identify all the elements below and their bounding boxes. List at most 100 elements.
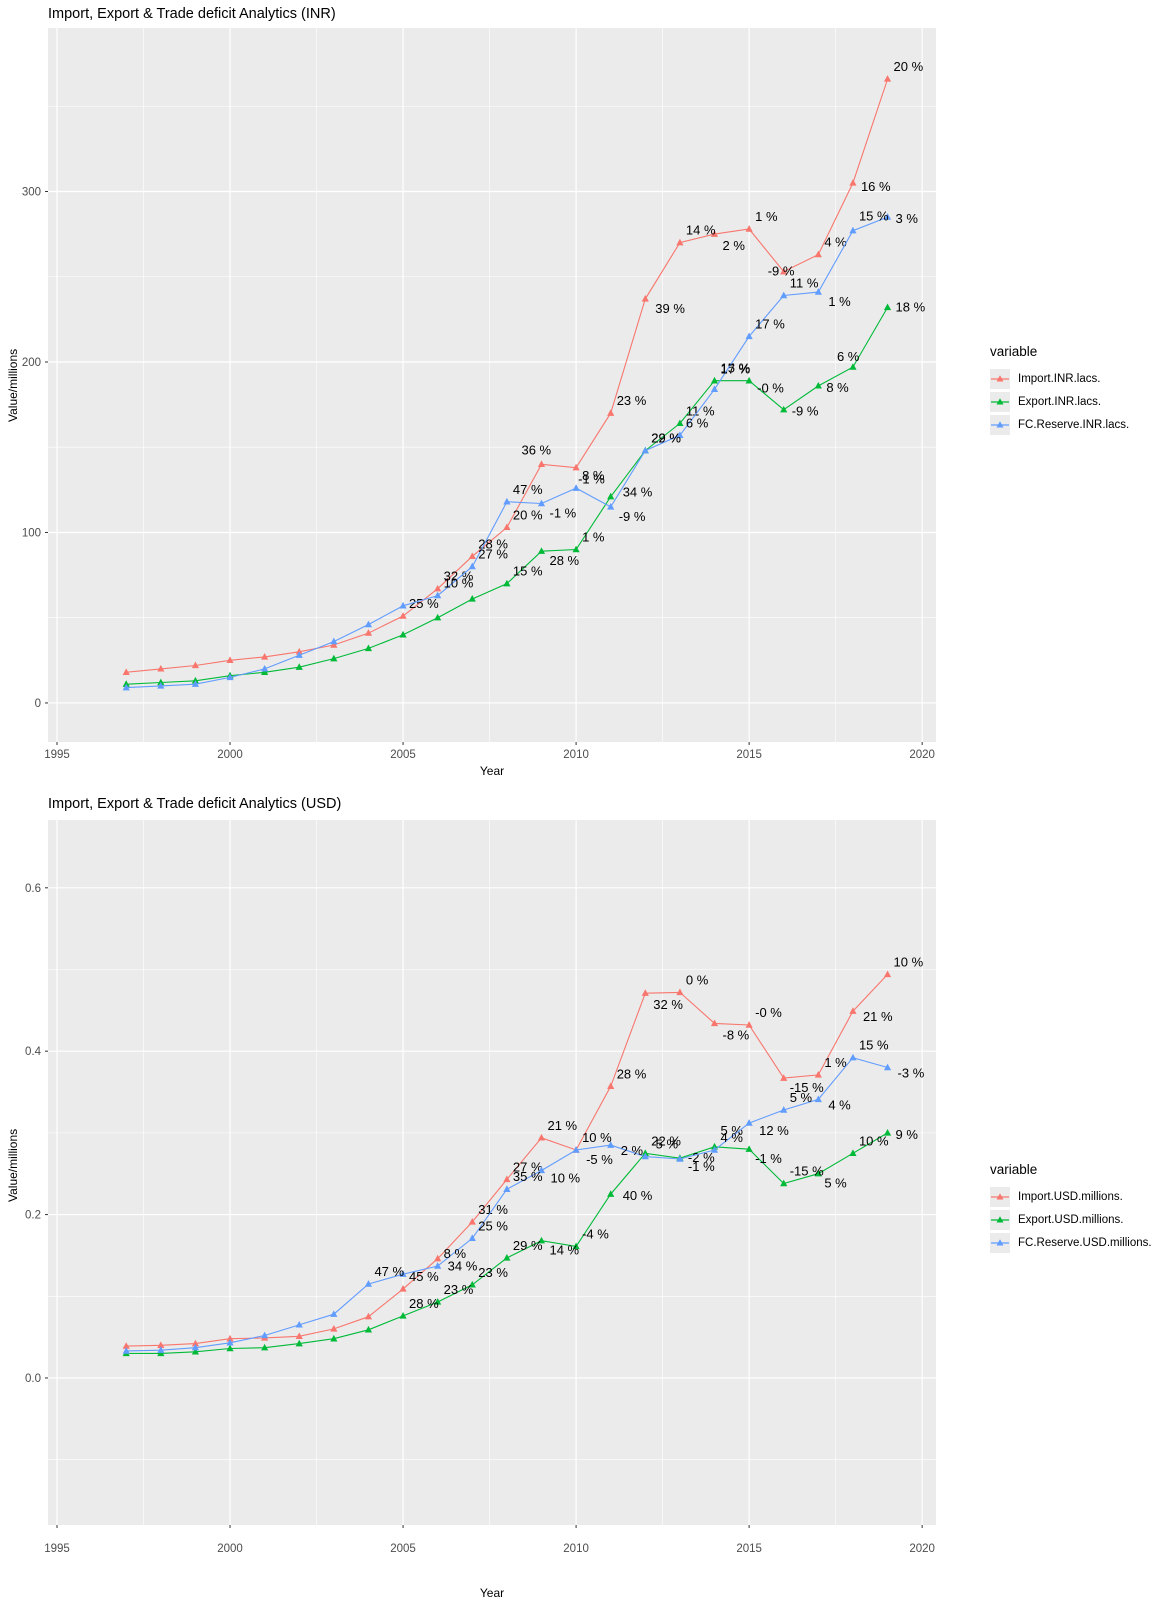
inr-y-axis-label: Value/millions [6, 348, 20, 422]
svg-text:2020: 2020 [909, 749, 935, 761]
svg-text:12 %: 12 % [759, 1123, 789, 1138]
svg-text:2020: 2020 [909, 1543, 935, 1555]
svg-text:2010: 2010 [563, 1543, 589, 1555]
svg-text:6 %: 6 % [837, 349, 860, 364]
svg-text:15 %: 15 % [513, 564, 543, 579]
svg-text:10 %: 10 % [894, 954, 924, 969]
svg-text:21 %: 21 % [547, 1118, 577, 1133]
svg-text:10 %: 10 % [582, 1130, 612, 1145]
svg-text:1 %: 1 % [755, 209, 778, 224]
svg-text:10 %: 10 % [444, 576, 474, 591]
inr-x-axis-label: Year [479, 764, 505, 778]
svg-text:0.4: 0.4 [25, 1046, 42, 1058]
svg-text:2000: 2000 [217, 749, 243, 761]
inr-plot-area: 0 100 200 300 1995 2000 2005 2010 2015 2020 25 % 32… [22, 28, 936, 761]
export-line-marker-icon [990, 1209, 1010, 1230]
svg-text:23 %: 23 % [444, 1282, 474, 1297]
svg-text:28 %: 28 % [549, 553, 579, 568]
svg-text:11 %: 11 % [790, 275, 819, 290]
svg-text:-15 %: -15 % [790, 1164, 824, 1179]
usd-legend-item-import: Import.USD.millions. [990, 1185, 1152, 1208]
svg-text:3 %: 3 % [896, 211, 919, 226]
svg-text:-8 %: -8 % [723, 1027, 750, 1042]
svg-text:40 %: 40 % [623, 1188, 653, 1203]
svg-text:2005: 2005 [390, 749, 416, 761]
svg-text:10 %: 10 % [550, 1170, 580, 1185]
svg-text:0.0: 0.0 [25, 1373, 41, 1385]
svg-text:18 %: 18 % [896, 299, 926, 314]
svg-text:20 %: 20 % [894, 59, 924, 74]
svg-text:45 %: 45 % [409, 1269, 439, 1284]
svg-text:35 %: 35 % [513, 1169, 543, 1184]
svg-text:32 %: 32 % [653, 997, 683, 1012]
svg-text:11 %: 11 % [686, 403, 715, 418]
svg-text:28 %: 28 % [617, 1066, 647, 1081]
svg-text:25 %: 25 % [409, 596, 439, 611]
usd-legend-item-reserve: FC.Reserve.USD.millions. [990, 1231, 1152, 1254]
svg-text:8 %: 8 % [444, 1246, 467, 1261]
svg-text:29 %: 29 % [513, 1238, 543, 1253]
usd-plot-area: 0.0 0.2 0.4 0.6 1995 2000 2005 2010 2015 2020 45 %… [25, 820, 936, 1555]
svg-text:23 %: 23 % [478, 1265, 508, 1280]
svg-text:4 %: 4 % [721, 1130, 744, 1145]
inr-legend-item-reserve: FC.Reserve.INR.lacs. [990, 413, 1129, 436]
svg-text:27 %: 27 % [478, 547, 508, 562]
svg-text:-1 %: -1 % [549, 505, 576, 520]
svg-text:5 %: 5 % [721, 1123, 744, 1138]
usd-legend-item-export: Export.USD.millions. [990, 1208, 1152, 1231]
svg-text:-0 %: -0 % [755, 1005, 782, 1020]
export-line-marker-icon [990, 391, 1010, 412]
inr-legend-title: variable [990, 344, 1038, 359]
usd-chart-title: Import, Export & Trade deficit Analytics… [48, 796, 342, 812]
svg-text:17 %: 17 % [721, 361, 751, 376]
inr-legend: variable Import.INR.lacs. Export.INR.lac… [990, 344, 1129, 436]
svg-text:-15 %: -15 % [790, 1080, 824, 1095]
svg-text:-9 %: -9 % [792, 404, 819, 419]
svg-text:15 %: 15 % [721, 361, 751, 376]
svg-text:1995: 1995 [44, 1543, 70, 1555]
svg-text:22 %: 22 % [651, 1133, 681, 1148]
usd-legend-title: variable [990, 1162, 1038, 1177]
import-line-marker-icon [990, 1186, 1010, 1207]
svg-text:-9 %: -9 % [619, 509, 646, 524]
svg-text:0.6: 0.6 [25, 883, 41, 895]
svg-text:2015: 2015 [736, 1543, 762, 1555]
usd-legend-label-import: Import.USD.millions. [1018, 1190, 1123, 1203]
inr-legend-label-export: Export.INR.lacs. [1018, 395, 1102, 408]
svg-text:15 %: 15 % [859, 1038, 889, 1053]
svg-text:8 %: 8 % [582, 468, 605, 483]
svg-text:10 %: 10 % [859, 1133, 889, 1148]
usd-x-axis-label: Year [479, 1586, 505, 1600]
svg-text:21 %: 21 % [863, 1009, 893, 1024]
import-line-marker-icon [990, 368, 1010, 389]
inr-chart-title: Import, Export & Trade deficit Analytics… [48, 6, 336, 22]
svg-text:29 %: 29 % [651, 431, 681, 446]
svg-text:14 %: 14 % [686, 223, 716, 238]
svg-text:-9 %: -9 % [768, 264, 795, 279]
svg-text:47 %: 47 % [513, 482, 543, 497]
svg-text:0.2: 0.2 [25, 1210, 41, 1222]
svg-text:2 %: 2 % [723, 238, 746, 253]
svg-text:4 %: 4 % [828, 1097, 851, 1112]
inr-legend-item-import: Import.INR.lacs. [990, 367, 1129, 390]
svg-text:-3 %: -3 % [898, 1066, 925, 1081]
svg-text:2005: 2005 [390, 1543, 416, 1555]
svg-text:25 %: 25 % [478, 1218, 508, 1233]
inr-legend-label-reserve: FC.Reserve.INR.lacs. [1018, 418, 1130, 431]
svg-text:8 %: 8 % [826, 380, 849, 395]
svg-text:-1 %: -1 % [578, 472, 605, 487]
svg-text:1995: 1995 [44, 749, 70, 761]
svg-text:2000: 2000 [217, 1543, 243, 1555]
svg-text:0: 0 [35, 698, 41, 710]
svg-text:2015: 2015 [736, 749, 762, 761]
svg-text:20 %: 20 % [513, 507, 543, 522]
svg-text:15 %: 15 % [859, 209, 889, 224]
svg-text:1 %: 1 % [828, 294, 851, 309]
svg-text:2 %: 2 % [621, 1143, 644, 1158]
svg-text:1 %: 1 % [582, 530, 605, 545]
usd-legend: variable Import.USD.millions. Export.USD… [990, 1162, 1152, 1254]
svg-text:5 %: 5 % [824, 1176, 847, 1191]
inr-legend-label-import: Import.INR.lacs. [1018, 372, 1101, 385]
reserve-line-marker-icon [990, 1232, 1010, 1253]
svg-text:6 %: 6 % [686, 415, 709, 430]
